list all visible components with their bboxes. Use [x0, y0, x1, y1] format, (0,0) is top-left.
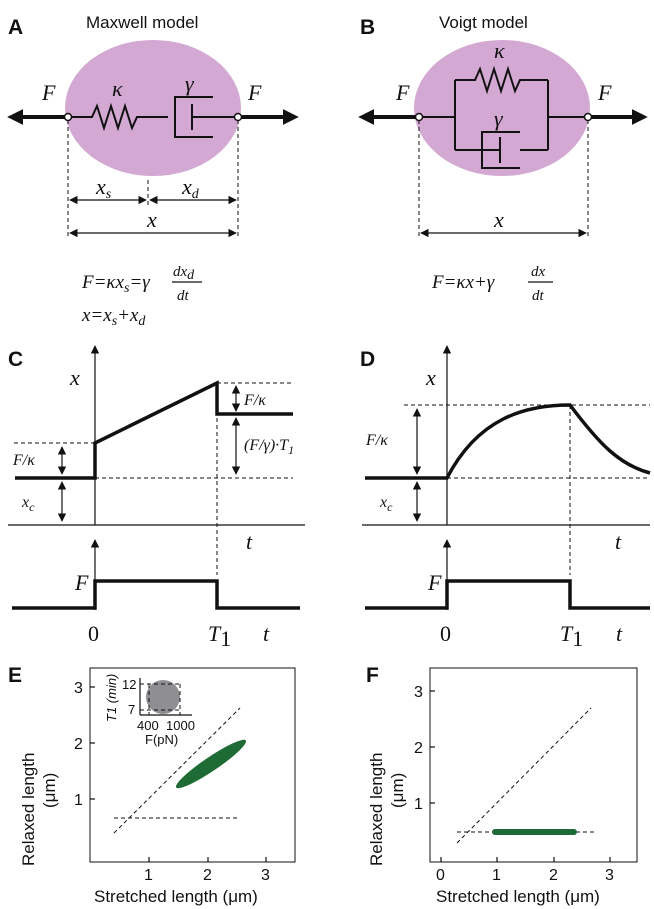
- f-plot-frame: [429, 667, 638, 863]
- e-x-tick-2: 2: [203, 867, 212, 884]
- d-t-symbol: t: [615, 529, 622, 554]
- d-response-curve: [365, 403, 651, 480]
- f-x-tick-1: 1: [492, 867, 501, 884]
- e-x-tick-3: 3: [261, 867, 270, 884]
- f-y-label-line2: (μm): [388, 773, 407, 808]
- e-inset-x-tick-1000: 1000: [166, 718, 195, 733]
- e-y-tick-3: 3: [74, 680, 83, 697]
- panel-b: B Voigt model F F κ γ x F=κx+γ dx dt: [358, 13, 648, 304]
- maxwell-spring: [70, 102, 168, 132]
- maxwell-dim-xs-label: xs: [95, 174, 112, 202]
- e-y-label-line2: (μm): [40, 773, 59, 808]
- e-y-label-line1: Relaxed length: [19, 753, 38, 866]
- e-y-tick-1: 1: [74, 792, 83, 809]
- maxwell-dashpot-symbol: γ: [185, 71, 195, 96]
- e-y-tick-2: 2: [74, 736, 83, 753]
- panel-letter-a: A: [8, 16, 23, 39]
- c-y-symbol: x: [69, 365, 80, 390]
- d-label-xc: xc: [379, 494, 393, 514]
- voigt-ellipse: [414, 40, 590, 176]
- maxwell-eq1-lhs: F=κxs=γ: [81, 272, 150, 296]
- voigt-force-left-label: F: [395, 80, 410, 105]
- voigt-eq-numerator: dx: [531, 264, 546, 280]
- maxwell-force-left-label: F: [41, 80, 56, 105]
- panel-letter-d: D: [360, 348, 375, 371]
- voigt-spring: [455, 65, 548, 95]
- d-t-symbol-lower: t: [616, 621, 623, 646]
- voigt-dim-x-label: x: [493, 207, 504, 232]
- e-inset-x-tick-400: 400: [137, 718, 159, 733]
- panel-letter-e: E: [8, 664, 22, 687]
- maxwell-ellipse: [65, 40, 241, 176]
- c-force-symbol: F: [74, 570, 89, 595]
- c-tick-t1: T1: [208, 621, 231, 651]
- c-tick-zero: 0: [88, 621, 99, 646]
- c-label-xc: xc: [21, 494, 35, 514]
- c-force-pulse: [12, 579, 300, 610]
- voigt-eq-lhs: F=κx+γ: [431, 272, 495, 293]
- f-y-tick-1: 1: [414, 796, 423, 813]
- d-force-symbol: F: [427, 570, 442, 595]
- c-label-creep: (F/γ)·T1: [244, 437, 294, 457]
- f-x-label: Stretched length (μm): [436, 887, 600, 906]
- panel-e: E 1 2 3 1 2 3 Stretched length (μm) Rela…: [8, 664, 296, 906]
- voigt-node-right: [583, 112, 593, 122]
- panel-letter-b: B: [360, 16, 375, 39]
- e-inset-y-label: T1 (min): [104, 674, 119, 722]
- e-data-ellipse: [175, 739, 247, 789]
- maxwell-force-right-label: F: [247, 80, 262, 105]
- f-y-tick-2: 2: [414, 740, 423, 757]
- c-t-symbol: t: [246, 529, 253, 554]
- c-response-curve: [15, 380, 293, 480]
- e-inset: 12 7 400 1000 F(pN) T1 (min): [104, 674, 195, 747]
- maxwell-dim-x-label: x: [146, 207, 157, 232]
- f-x-tick-0: 0: [436, 867, 445, 884]
- panel-f: F 0 1 2 3 1 2 3 Stretched length (μm) Re…: [366, 664, 638, 906]
- panel-a: A Maxwell model F F κ γ xs xd x F=κxs=γ …: [7, 13, 299, 329]
- voigt-spring-symbol: κ: [494, 38, 505, 63]
- d-y-symbol: x: [425, 365, 436, 390]
- e-x-label: Stretched length (μm): [94, 887, 258, 906]
- e-x-tick-1: 1: [144, 867, 153, 884]
- d-force-pulse: [365, 579, 650, 610]
- e-inset-y-tick-7: 7: [128, 702, 135, 717]
- f-x-tick-2: 2: [549, 867, 558, 884]
- voigt-eq-denominator: dt: [532, 288, 545, 304]
- e-inset-blob: [146, 680, 180, 714]
- voigt-node-left: [414, 112, 424, 122]
- d-tick-t1: T1: [560, 621, 583, 651]
- f-y-tick-3: 3: [414, 684, 423, 701]
- e-inset-y-tick-12: 12: [122, 677, 136, 692]
- panel-c: C x t F/κ xc F/κ (F/γ)·T1 F 0 T1 t: [8, 345, 305, 651]
- panel-letter-f: F: [366, 664, 379, 687]
- maxwell-eq2: x=xs+xd: [81, 305, 146, 329]
- voigt-force-right-label: F: [597, 80, 612, 105]
- panel-d: D x t F/κ xc F 0 T1 t: [360, 345, 651, 651]
- maxwell-eq1-denominator: dt: [177, 288, 190, 304]
- f-y-label-line1: Relaxed length: [367, 753, 386, 866]
- e-identity-line: [113, 707, 241, 834]
- maxwell-node-left: [63, 112, 73, 122]
- f-identity-line: [456, 707, 592, 844]
- c-label-f-kappa-right: F/κ: [243, 392, 266, 409]
- maxwell-dashpot-cylinder: [174, 96, 213, 138]
- d-tick-zero: 0: [440, 621, 451, 646]
- panel-b-title: Voigt model: [439, 13, 528, 32]
- maxwell-spring-symbol: κ: [112, 76, 123, 101]
- maxwell-node-right: [233, 112, 243, 122]
- panel-letter-c: C: [8, 348, 23, 371]
- d-label-f-kappa: F/κ: [365, 432, 388, 449]
- maxwell-dim-xd-label: xd: [181, 174, 200, 202]
- c-t-symbol-lower: t: [263, 621, 270, 646]
- panel-a-title: Maxwell model: [86, 13, 198, 32]
- e-plot-frame: [89, 667, 296, 863]
- e-inset-x-label: F(pN): [145, 732, 178, 747]
- voigt-dashpot-symbol: γ: [494, 106, 504, 131]
- maxwell-eq1-numerator: dxd: [173, 264, 195, 283]
- c-label-f-kappa-left: F/κ: [12, 452, 35, 469]
- f-x-tick-3: 3: [605, 867, 614, 884]
